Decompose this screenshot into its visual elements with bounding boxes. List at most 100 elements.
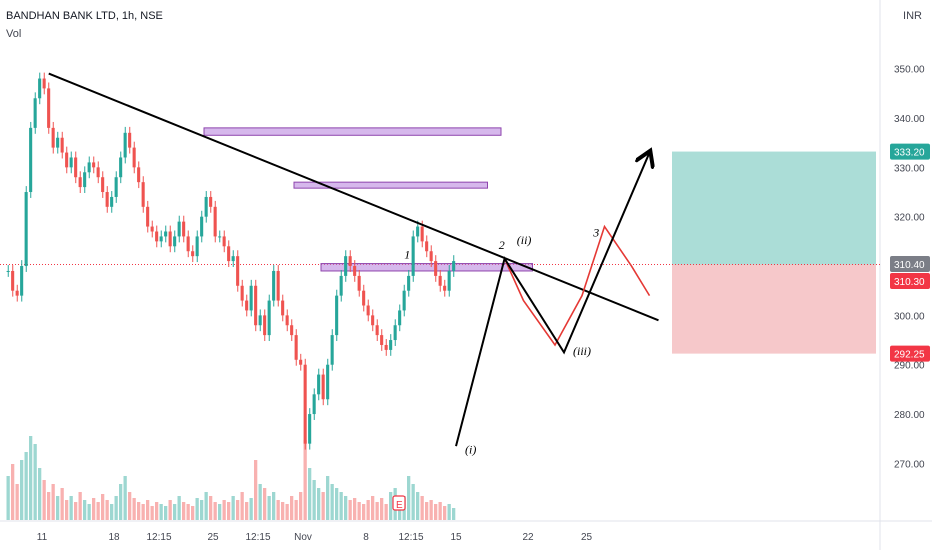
candle-body bbox=[74, 157, 78, 178]
volume-bar bbox=[38, 468, 42, 520]
candle-body bbox=[438, 275, 442, 286]
candle-body bbox=[362, 290, 366, 306]
volume-bar bbox=[105, 500, 109, 520]
candle-body bbox=[339, 275, 343, 296]
candle-body bbox=[101, 177, 105, 193]
resistance-zone-3 bbox=[320, 263, 533, 272]
price-badge-label: 292.25 bbox=[894, 350, 925, 361]
volume-bar bbox=[335, 488, 339, 520]
x-tick-label: 25 bbox=[207, 532, 219, 543]
candle-body bbox=[56, 137, 60, 148]
candle-body bbox=[29, 127, 33, 193]
y-tick-label: 340.00 bbox=[894, 114, 925, 125]
y-tick-label: 280.00 bbox=[894, 410, 925, 421]
candle-body bbox=[330, 335, 334, 365]
volume-bar bbox=[416, 492, 420, 520]
candle-body bbox=[11, 270, 15, 291]
x-tick-label: 22 bbox=[522, 532, 534, 543]
candle-body bbox=[200, 216, 204, 237]
volume-bar bbox=[429, 500, 433, 520]
x-tick-label: 11 bbox=[37, 532, 48, 543]
candle-body bbox=[128, 132, 132, 148]
x-tick-label: Nov bbox=[294, 532, 312, 543]
candle-body bbox=[123, 132, 127, 158]
volume-bar bbox=[317, 488, 321, 520]
x-tick-label: 25 bbox=[581, 532, 593, 543]
candle-body bbox=[398, 310, 402, 326]
volume-bar bbox=[245, 502, 249, 520]
candle-body bbox=[20, 266, 24, 296]
candle-body bbox=[60, 137, 64, 153]
x-tick-label: 12:15 bbox=[245, 532, 270, 543]
volume-bar bbox=[357, 502, 361, 520]
earnings-marker-glyph: E bbox=[396, 500, 403, 511]
candle-body bbox=[204, 196, 208, 217]
x-tick-label: 8 bbox=[363, 532, 369, 543]
volume-bar bbox=[69, 496, 73, 520]
volume-bar bbox=[141, 504, 145, 520]
candle-body bbox=[272, 270, 276, 301]
volume-bar bbox=[146, 500, 150, 520]
volume-bar bbox=[186, 504, 190, 520]
candle-body bbox=[411, 236, 415, 276]
price-badge-label: 310.40 bbox=[894, 260, 925, 271]
volume-bar bbox=[434, 504, 438, 520]
price-badge-label: 310.30 bbox=[894, 277, 925, 288]
volume-bar bbox=[119, 484, 123, 520]
candle-body bbox=[227, 246, 231, 262]
volume-bar bbox=[164, 506, 168, 520]
volume-bar bbox=[29, 436, 33, 520]
candle-body bbox=[24, 192, 28, 267]
volume-bar bbox=[321, 492, 325, 520]
candle-body bbox=[173, 236, 177, 247]
candle-body bbox=[177, 221, 181, 237]
volume-bar bbox=[218, 504, 222, 520]
candle-body bbox=[137, 167, 141, 183]
candle-body bbox=[299, 359, 303, 365]
candle-body bbox=[92, 162, 96, 168]
candle-body bbox=[87, 162, 91, 173]
candle-body bbox=[236, 256, 240, 286]
volume-bar bbox=[33, 444, 37, 520]
volume-bar bbox=[312, 480, 316, 520]
volume-bar bbox=[51, 484, 55, 520]
candle-body bbox=[249, 285, 253, 311]
volume-bar bbox=[303, 440, 307, 520]
y-tick-label: 290.00 bbox=[894, 361, 925, 372]
candle-body bbox=[285, 315, 289, 326]
candle-body bbox=[33, 98, 37, 128]
y-tick-label: 300.00 bbox=[894, 311, 925, 322]
candle-body bbox=[443, 285, 447, 291]
volume-bar bbox=[114, 496, 118, 520]
earnings-marker-icon[interactable] bbox=[392, 495, 406, 511]
candle-body bbox=[416, 226, 420, 237]
volume-bar bbox=[101, 494, 105, 520]
candle-body bbox=[402, 290, 406, 311]
volume-bar bbox=[137, 502, 141, 520]
candle-body bbox=[452, 261, 456, 271]
candle-body bbox=[407, 275, 411, 291]
candle-body bbox=[42, 78, 46, 89]
volume-bar bbox=[438, 502, 442, 520]
candle-body bbox=[326, 364, 330, 400]
candle-body bbox=[429, 251, 433, 262]
volume-bar bbox=[65, 500, 69, 520]
y-tick-label: 320.00 bbox=[894, 213, 925, 224]
volume-bar bbox=[209, 496, 213, 520]
volume-bar bbox=[195, 498, 199, 520]
volume-bar bbox=[132, 498, 136, 520]
candle-body bbox=[141, 182, 145, 207]
candle-body bbox=[335, 295, 339, 336]
candle-body bbox=[186, 236, 190, 252]
candle-body bbox=[222, 236, 226, 247]
candle-body bbox=[191, 251, 195, 257]
candle-body bbox=[114, 177, 118, 197]
wave-label: 3 bbox=[592, 225, 599, 239]
volume-bar bbox=[371, 496, 375, 520]
volume-bar bbox=[375, 502, 379, 520]
price-badge bbox=[890, 256, 930, 273]
volume-bar bbox=[267, 496, 271, 520]
volume-bar bbox=[200, 500, 204, 520]
candle-body bbox=[303, 364, 307, 444]
